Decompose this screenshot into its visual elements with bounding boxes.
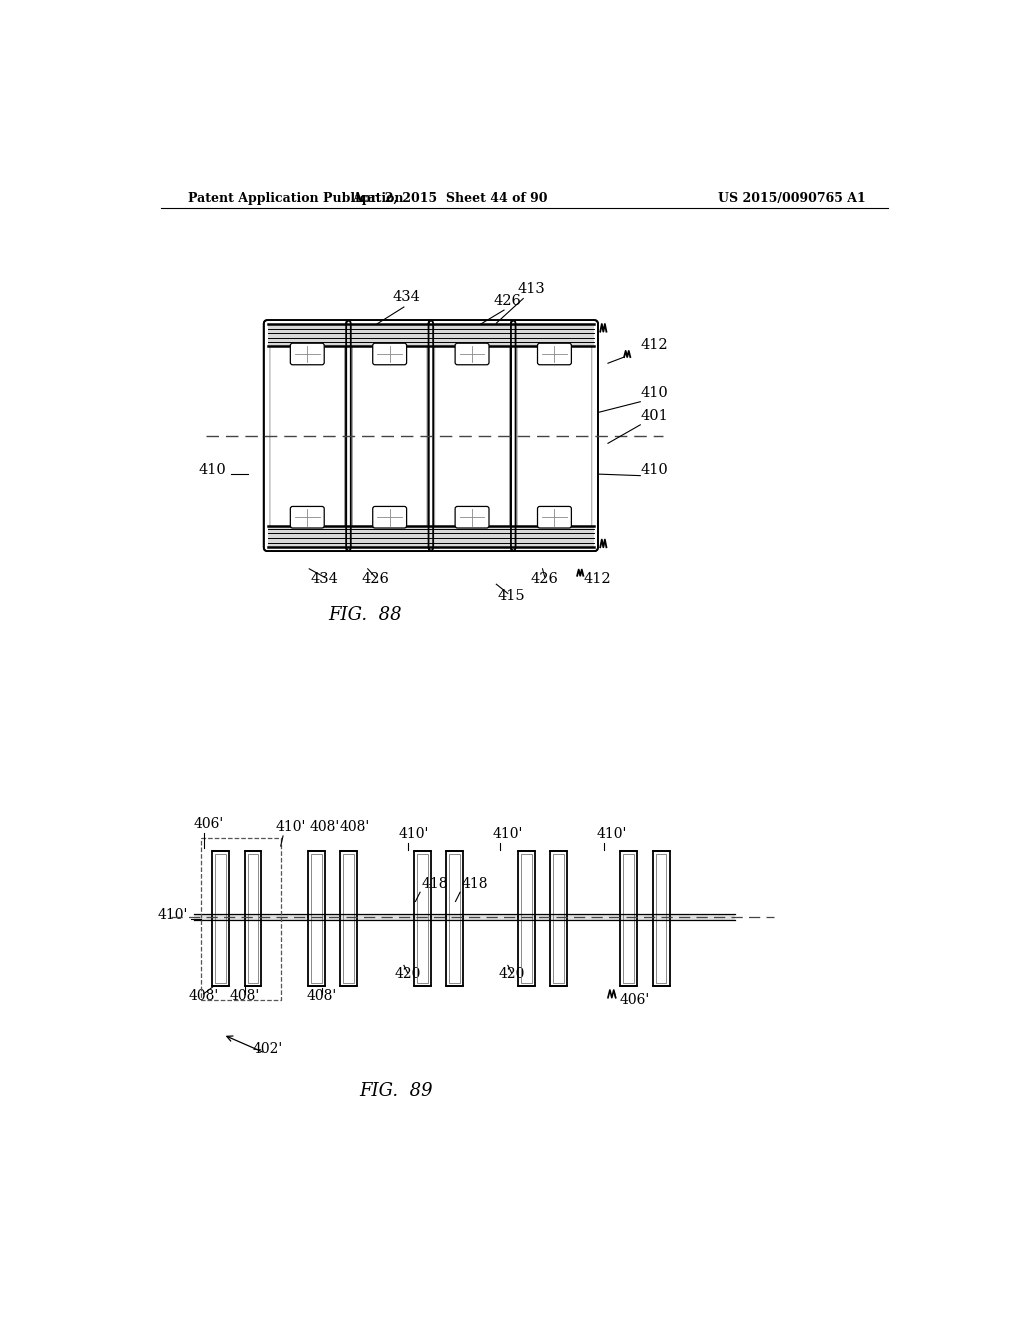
Bar	[267, 525, 594, 548]
Text: 410': 410'	[158, 908, 187, 923]
FancyBboxPatch shape	[373, 507, 407, 528]
Text: 434: 434	[310, 573, 339, 586]
FancyBboxPatch shape	[538, 343, 571, 364]
Text: 406': 406'	[194, 817, 224, 832]
FancyBboxPatch shape	[455, 343, 489, 364]
FancyBboxPatch shape	[373, 343, 407, 364]
Text: Patent Application Publication: Patent Application Publication	[188, 191, 403, 205]
Text: 410: 410	[199, 463, 226, 477]
Text: 413: 413	[517, 282, 545, 296]
Text: 412: 412	[584, 573, 611, 586]
Text: 410': 410'	[275, 820, 306, 834]
FancyBboxPatch shape	[346, 321, 433, 552]
FancyBboxPatch shape	[291, 343, 325, 364]
FancyBboxPatch shape	[538, 507, 571, 528]
FancyBboxPatch shape	[270, 326, 345, 545]
Text: 408': 408'	[188, 989, 219, 1003]
Text: 410: 410	[640, 463, 668, 477]
Text: 402': 402'	[252, 1043, 283, 1056]
Text: 418: 418	[422, 876, 449, 891]
Text: 410': 410'	[398, 826, 429, 841]
FancyBboxPatch shape	[511, 321, 598, 552]
Text: US 2015/0090765 A1: US 2015/0090765 A1	[718, 191, 866, 205]
Text: 408': 408'	[310, 820, 340, 834]
Text: 408': 408'	[340, 820, 371, 834]
Text: FIG.  89: FIG. 89	[359, 1082, 433, 1101]
Text: FIG.  88: FIG. 88	[329, 606, 402, 624]
FancyBboxPatch shape	[352, 326, 427, 545]
Text: 410': 410'	[596, 826, 627, 841]
FancyBboxPatch shape	[455, 507, 489, 528]
Text: 426: 426	[530, 573, 559, 586]
Text: 418: 418	[462, 876, 488, 891]
Text: 426: 426	[494, 294, 522, 308]
Text: 410': 410'	[493, 826, 523, 841]
Text: 434: 434	[392, 290, 420, 304]
Text: 408': 408'	[306, 989, 337, 1003]
Text: 420: 420	[499, 968, 525, 982]
Text: 412: 412	[640, 338, 668, 352]
FancyBboxPatch shape	[264, 321, 351, 552]
Text: 408': 408'	[229, 989, 260, 1003]
Text: Apr. 2, 2015  Sheet 44 of 90: Apr. 2, 2015 Sheet 44 of 90	[352, 191, 548, 205]
Text: 415: 415	[498, 589, 525, 603]
FancyBboxPatch shape	[435, 326, 509, 545]
FancyBboxPatch shape	[517, 326, 592, 545]
Text: 410: 410	[640, 387, 668, 400]
Text: 420: 420	[394, 968, 421, 982]
Text: 401: 401	[640, 409, 668, 424]
Bar	[267, 323, 594, 346]
Text: 426: 426	[361, 573, 389, 586]
FancyBboxPatch shape	[429, 321, 515, 552]
Bar	[194, 913, 735, 920]
Text: 406': 406'	[620, 993, 650, 1007]
FancyBboxPatch shape	[291, 507, 325, 528]
